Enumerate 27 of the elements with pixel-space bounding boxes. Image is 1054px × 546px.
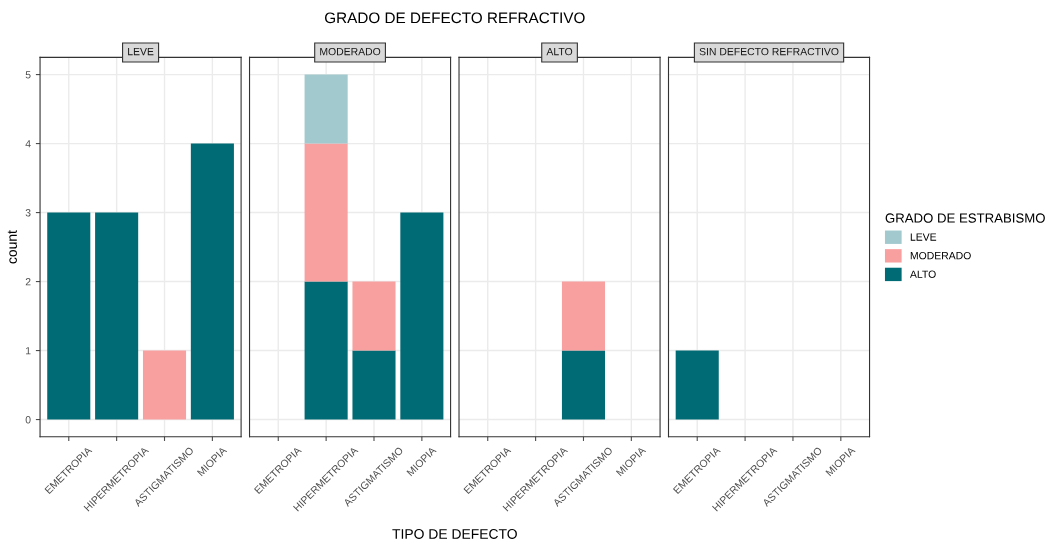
- legend-title: GRADO DE ESTRABISMO: [885, 213, 1045, 223]
- y-tick-label: 4: [25, 140, 31, 148]
- legend-label: LEVE: [910, 233, 937, 241]
- bar: [400, 212, 444, 420]
- chart-title: MODERADO: [320, 47, 381, 56]
- y-tick-label: 5: [25, 71, 31, 79]
- bar: [47, 212, 91, 420]
- bar: [304, 143, 348, 282]
- legend-label: ALTO: [909, 270, 936, 278]
- chart-title: LEVE: [128, 48, 154, 56]
- y-tick-label: 1: [26, 347, 31, 355]
- y-axis-title: count: [7, 230, 17, 264]
- y-tick-label: 2: [25, 278, 31, 286]
- bar: [304, 74, 348, 144]
- y-tick-label: 3: [25, 209, 31, 217]
- bar: [190, 143, 234, 420]
- text: TIPO DE DEFECTO: [392, 529, 517, 539]
- bar: [352, 350, 396, 420]
- bar: [95, 212, 139, 420]
- y-tick-label: 0: [25, 416, 31, 424]
- bar: [142, 350, 187, 420]
- legend-label: MODERADO: [910, 251, 971, 260]
- bar: [352, 281, 396, 351]
- chart-title: ALTO: [546, 47, 573, 56]
- chart-title: SIN DEFECTO REFRACTIVO: [699, 47, 839, 56]
- bar: [304, 281, 348, 420]
- text: GRADO DE DEFECTO REFRACTIVO: [324, 12, 585, 24]
